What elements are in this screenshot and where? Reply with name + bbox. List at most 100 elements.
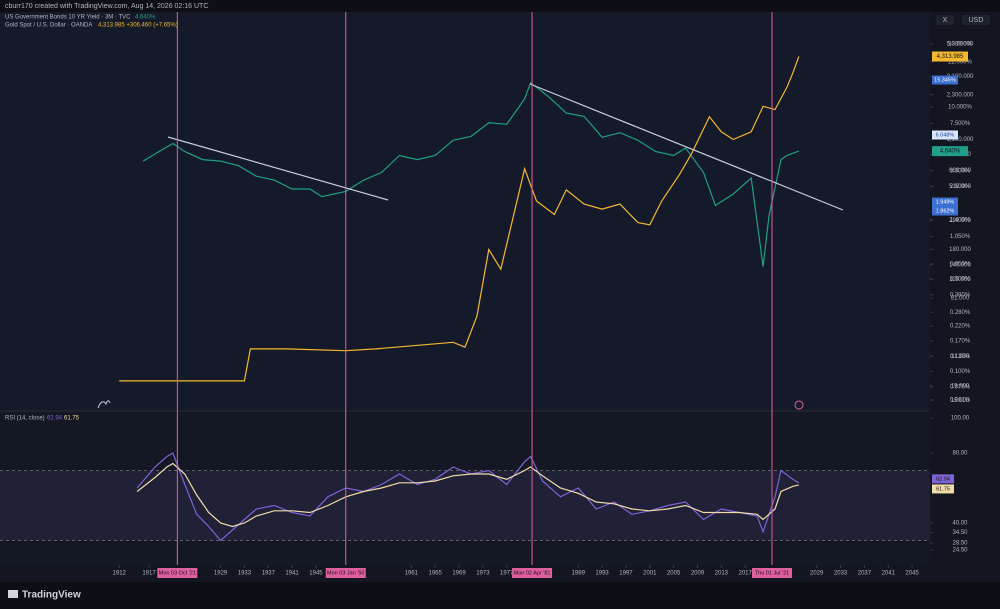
y-tick-label: 30.000% [948,42,972,48]
y-tick-label: 140.000 [949,262,971,268]
rsi-badge-label: 62.94 [936,476,950,482]
rsi-title: RSI (14, close) [5,416,45,422]
y-tick-label: 0.650% [950,262,971,268]
rsi-band [0,470,930,541]
series-line [136,462,799,528]
y-tick-label: 510.000 [949,184,971,190]
currency-button[interactable] [962,15,990,25]
price-badge [932,146,968,157]
alert-icon[interactable] [794,400,804,410]
header-bar [0,0,1000,12]
scale-button[interactable] [936,15,954,25]
y-tick-label: 10.000% [948,105,972,111]
legend-gold-value: 4,313.985 +306.460 (+7.65%) [98,23,178,29]
y-tick-label: 34.50 [952,530,968,536]
x-tick-label: 2005 [667,571,681,577]
series-line [119,56,800,382]
y-tick-label: 1.400% [950,217,971,223]
price-badge-label: 4.640% [940,149,961,155]
y-tick-label: 0.061% [950,397,971,403]
y-tick-label: 28.50 [952,541,968,547]
y-tick-label: 110.000 [949,277,971,283]
main-pane [0,12,930,410]
badge [932,206,958,216]
x-tick-label: 1969 [452,571,466,577]
trend-line [167,136,389,201]
legend-yield-value: 4.640% [135,15,156,21]
x-tick-label: 1912 [113,571,127,577]
y-tick-label: 0.280% [950,310,971,316]
marker-label: Mon 03 Jan '50 [327,570,364,576]
y-tick-label: 3.300% [950,168,971,174]
y-tick-label: 19.000 [951,384,970,390]
y-tick-label: 2.500% [950,184,971,190]
x-tick-label: 2033 [834,571,848,577]
y-tick-label: 0.076% [950,385,971,391]
y-tick-label: 0.220% [950,324,971,330]
badge-label: 1.949% [936,199,955,205]
marker-label: Mon 02 Apr '81 [514,570,551,576]
x-tick-label: 2013 [715,571,729,577]
x-tick-label: 1989 [572,571,586,577]
marker-label-box [752,568,793,578]
y-tick-label: 3,100.000 [947,74,974,80]
rsi-value: 62.94 [47,416,63,422]
x-tick-label: 1993 [595,571,609,577]
x-tick-label: 1997 [619,571,633,577]
x-tick-label: 1973 [476,571,490,577]
y-tick-label: 1.050% [950,234,971,240]
brand: TradingView [22,590,81,601]
x-tick-label: 2045 [905,571,919,577]
y-tick-label: 2,300.000 [947,92,974,98]
badge-label: 1.862% [936,208,955,214]
badge [932,75,958,85]
rsi-badge [932,484,954,494]
plot-layer [0,56,930,542]
rsi-badge [932,474,954,484]
rsi-ma-value: 61.75 [64,416,80,422]
y-tick-label: 80.00 [952,451,968,457]
price-badge [932,51,968,62]
x-tick-label: 1917 [142,571,156,577]
y-tick-label: 5,300.000 [947,42,974,48]
footer-bar [0,582,1000,609]
y-tick-label: 660.000 [949,168,971,174]
x-tick-label: 2017 [739,571,753,577]
legend-yield: US Government Bonds 10 YR Yield · 3M · T… [5,15,131,21]
x-tick-label: 2001 [643,571,657,577]
y-tick-label: 22.000% [948,59,972,65]
marker-label: Thu 01 Jul '21 [755,570,789,576]
currency-label[interactable]: USD [969,17,984,24]
rsi-pane [0,412,930,565]
x-tick-label: 2041 [882,571,896,577]
scale-button-label[interactable]: X [943,17,948,24]
y-tick-label: 24.50 [952,548,968,554]
x-tick-label: 1945 [309,571,323,577]
badge [932,130,958,140]
badge-label: 15.345% [934,77,956,83]
marker-label-box [325,568,366,578]
y-tick-label: 180.000 [949,247,971,253]
y-tick-label: 100.00 [951,416,970,422]
x-tick-label: 2009 [691,571,705,577]
x-tick-label: 1933 [238,571,252,577]
badge [932,197,958,207]
trend-line [529,83,844,211]
x-tick-label: 2029 [810,571,824,577]
header: cburr170 created with TradingView.com, A… [5,3,208,10]
y-tick-label: 15.000 [951,398,970,404]
y-tick-label: 290.000 [949,218,971,224]
y-tick-label: 0.380% [950,292,971,298]
x-tick-label: 1937 [262,571,276,577]
badge-label: 6.048% [936,132,955,138]
y-tick-label: 0.130% [950,354,971,360]
y-tick-label: 40.00 [952,521,968,527]
rsi-badge-label: 61.75 [936,486,950,492]
marker-label-box [157,568,198,578]
series-line [142,81,800,267]
x-tick-label: 1961 [405,571,419,577]
x-tick-label: 1929 [214,571,228,577]
y-tick-label: 81.000 [951,296,970,302]
price-badge-label: 4,313.985 [937,54,964,60]
